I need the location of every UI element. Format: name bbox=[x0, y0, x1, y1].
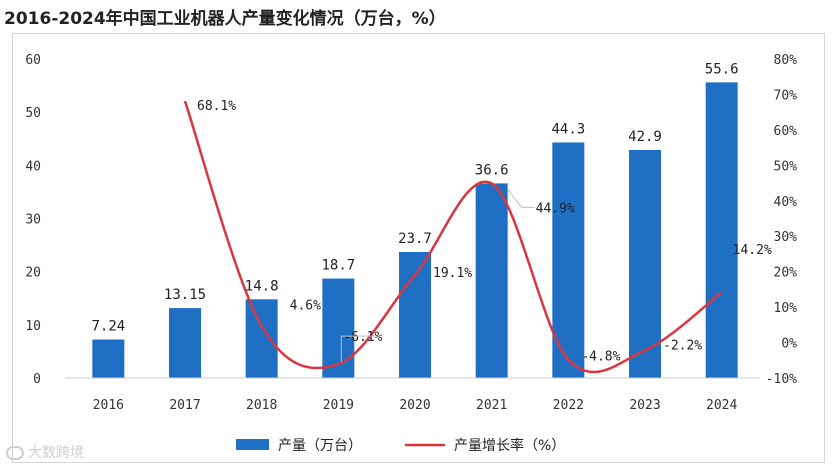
rate-value-label: -4.8% bbox=[581, 350, 620, 365]
bar-value-label: 18.7 bbox=[321, 258, 355, 274]
growth-rate-line bbox=[183, 100, 723, 374]
watermark-text: 大数跨境 bbox=[28, 445, 84, 461]
x-tick-label: 2022 bbox=[553, 398, 584, 413]
y-right-tick-label: -10% bbox=[766, 372, 797, 387]
y-right-tick-label: 60% bbox=[774, 124, 798, 139]
x-tick-label: 2024 bbox=[706, 398, 737, 413]
legend-bar-label: 产量（万台） bbox=[278, 438, 362, 454]
x-tick-label: 2019 bbox=[323, 398, 354, 413]
bar bbox=[705, 82, 738, 378]
x-tick-label: 2018 bbox=[246, 398, 277, 413]
y-left-tick-label: 20 bbox=[25, 266, 41, 281]
rate-label-leader-line bbox=[507, 189, 535, 208]
rate-label-leader-line bbox=[340, 335, 379, 363]
rate-value-label: 44.9% bbox=[536, 201, 575, 216]
y-left-tick-label: 0 bbox=[33, 372, 41, 387]
rate-value-label: 14.2% bbox=[733, 243, 772, 258]
y-left-tick-label: 10 bbox=[25, 319, 41, 334]
legend-line-label: 产量增长率（%） bbox=[454, 437, 565, 454]
bar bbox=[629, 149, 661, 378]
y-right-tick-label: 70% bbox=[774, 88, 798, 103]
x-tick-label: 2021 bbox=[476, 398, 507, 413]
y-right-tick-label: 0% bbox=[781, 337, 797, 352]
rate-value-label: 19.1% bbox=[433, 266, 472, 281]
rate-value-label: -2.2% bbox=[663, 338, 702, 353]
y-left-tick-label: 30 bbox=[25, 213, 41, 228]
bar-value-label: 42.9 bbox=[628, 129, 662, 145]
watermark-logo-icon bbox=[6, 446, 24, 460]
bar bbox=[245, 299, 278, 378]
y-right-tick-label: 80% bbox=[774, 53, 798, 68]
bar-value-label: 7.24 bbox=[91, 319, 125, 335]
x-tick-label: 2023 bbox=[629, 398, 660, 413]
y-left-tick-label: 40 bbox=[25, 159, 41, 174]
bar-value-label: 13.15 bbox=[164, 287, 206, 303]
y-right-tick-label: 10% bbox=[774, 301, 798, 316]
rate-value-label: 68.1% bbox=[197, 99, 236, 114]
bar bbox=[475, 183, 508, 378]
rate-value-label: -6.1% bbox=[343, 330, 382, 345]
x-tick-label: 2016 bbox=[93, 398, 124, 413]
y-right-tick-label: 30% bbox=[774, 230, 798, 245]
bar-value-label: 14.8 bbox=[245, 278, 279, 294]
bar-value-label: 36.6 bbox=[475, 162, 509, 178]
bar-value-label: 55.6 bbox=[705, 61, 739, 77]
bar bbox=[399, 251, 431, 378]
y-left-tick-label: 50 bbox=[25, 106, 41, 121]
y-left-tick-label: 60 bbox=[25, 53, 41, 68]
bar bbox=[169, 308, 201, 378]
chart-frame bbox=[12, 33, 825, 463]
bar bbox=[552, 142, 585, 378]
y-right-tick-label: 40% bbox=[774, 195, 798, 210]
bar bbox=[322, 278, 355, 378]
bar-value-label: 44.3 bbox=[551, 121, 585, 137]
legend-bar-swatch bbox=[236, 439, 269, 450]
x-tick-label: 2020 bbox=[399, 398, 430, 413]
y-right-tick-label: 20% bbox=[774, 266, 798, 281]
bar bbox=[92, 339, 125, 378]
y-right-tick-label: 50% bbox=[774, 159, 798, 174]
rate-value-label: 4.6% bbox=[290, 298, 321, 313]
x-tick-label: 2017 bbox=[169, 398, 200, 413]
bar-value-label: 23.7 bbox=[398, 231, 432, 247]
watermark: 大数跨境 bbox=[6, 442, 84, 462]
chart-title: 2016-2024年中国工业机器人产量变化情况（万台，%） bbox=[4, 9, 446, 29]
